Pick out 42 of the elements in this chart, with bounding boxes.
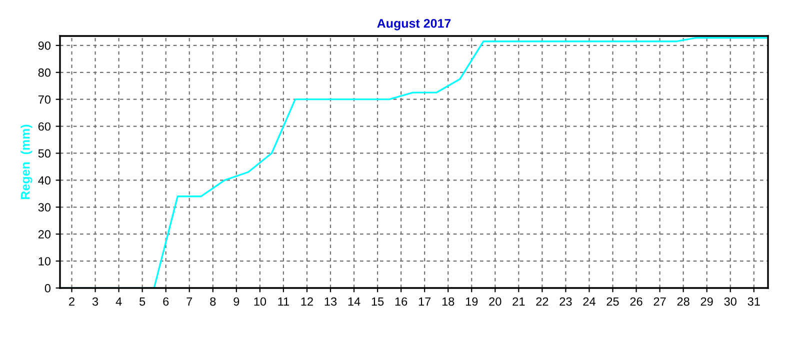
x-tick-label: 26 — [630, 297, 642, 306]
y-tick-label: 40 — [38, 176, 51, 185]
x-tick-label: 4 — [116, 297, 122, 306]
y-tick-label: 90 — [38, 41, 51, 50]
x-tick-label: 19 — [466, 297, 478, 306]
x-tick-label: 16 — [395, 297, 408, 306]
x-tick-label: 17 — [418, 297, 431, 306]
y-tick-label: 20 — [38, 230, 51, 238]
x-tick-label: 22 — [536, 297, 548, 306]
x-tick-label: 8 — [210, 297, 216, 306]
x-tick-label: 5 — [140, 297, 146, 306]
y-tick-label: 70 — [38, 95, 51, 104]
x-tick-label: 28 — [677, 297, 690, 306]
y-axis-title: Regen (mm) — [20, 124, 32, 200]
x-tick-label: 23 — [560, 297, 572, 306]
x-tick-label: 20 — [489, 297, 502, 306]
y-tick-label: 0 — [44, 284, 51, 292]
x-tick-label: 3 — [92, 297, 98, 306]
y-tick-label: 80 — [38, 68, 51, 77]
x-tick-label: 11 — [278, 297, 290, 306]
x-tick-label: 18 — [442, 297, 454, 306]
x-tick-label: 30 — [724, 297, 736, 306]
x-tick-label: 15 — [372, 297, 384, 306]
x-tick-label: 27 — [654, 297, 666, 306]
x-tick-label: 14 — [348, 297, 360, 306]
x-tick-label: 31 — [748, 297, 760, 306]
x-tick-label: 7 — [186, 297, 192, 306]
y-tick-label: 10 — [38, 257, 51, 266]
x-tick-label: 25 — [606, 297, 619, 306]
x-tick-label: 24 — [583, 297, 596, 306]
x-tick-label: 13 — [324, 297, 337, 306]
x-tick-label: 12 — [301, 297, 313, 306]
y-tick-label: 60 — [38, 122, 51, 131]
x-tick-label: 6 — [163, 297, 169, 306]
x-tick-label: 10 — [254, 297, 266, 306]
x-tick-label: 21 — [512, 297, 525, 306]
chart-title: August 2017 — [377, 18, 451, 30]
y-tick-label: 30 — [38, 203, 51, 212]
y-tick-label: 50 — [38, 149, 51, 158]
x-tick-label: 9 — [234, 297, 240, 306]
x-tick-label: 2 — [69, 297, 74, 306]
x-tick-label: 29 — [700, 297, 713, 306]
